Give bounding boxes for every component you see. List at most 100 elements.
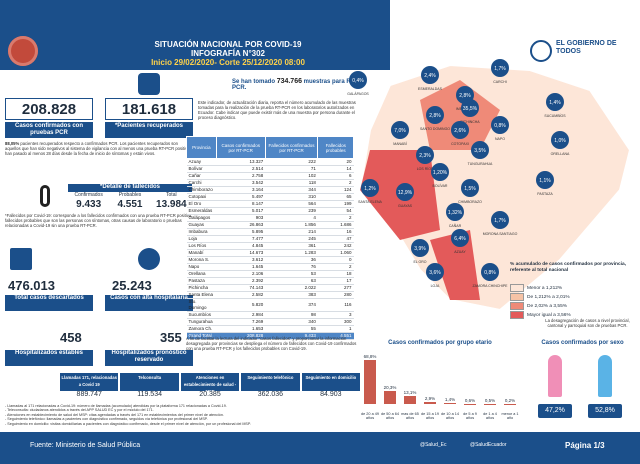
map-region-name: NAPO	[495, 137, 505, 141]
dead-note: A fin de facilitar la lectura del indica…	[186, 336, 357, 351]
deaths-header: Probables	[118, 192, 142, 198]
map-bubble	[546, 93, 564, 111]
table-cell: 26.863	[216, 221, 266, 229]
table-cell: 4.845	[216, 242, 266, 250]
source: Fuente: Ministerio de Salud Pública	[30, 442, 141, 449]
map-bubble	[421, 66, 439, 84]
table-cell: 1.060	[317, 249, 354, 257]
table-cell: 18	[317, 270, 354, 278]
samples-note: Este indicador, de actualización diaria,…	[198, 100, 356, 120]
table-row: Santa Elena 2.582 383 280	[186, 291, 354, 299]
age-bar-label: 0,5%	[484, 397, 496, 403]
table-cell: 98	[265, 311, 318, 319]
discharge-icon	[138, 248, 160, 270]
map-pct-label: 1,7%	[494, 66, 506, 72]
table-cell: 245	[265, 235, 318, 243]
page-subtitle: INFOGRAFÍA N°302	[190, 49, 266, 58]
hosp-header: Telconsulta	[120, 373, 179, 391]
map-region-north	[420, 80, 500, 150]
table-row: Sto. Domingo 5.820 374 116	[186, 298, 354, 312]
map-pct-label: 7,0%	[394, 128, 406, 134]
table-header-cell: Fallecidos confirmados por RT-PCR	[264, 136, 319, 159]
age-bar	[364, 359, 376, 404]
age-category-label: de 1 a 4 años	[483, 412, 497, 420]
map-bubble	[451, 229, 469, 247]
hosp-value: 84.903	[320, 391, 342, 398]
recovered-pct: 88,05%	[5, 141, 20, 146]
map-region-name: GUAYAS	[398, 204, 413, 208]
map-pct-label: 1,4%	[549, 100, 561, 106]
table-cell: 361	[265, 242, 318, 250]
table-cell: 2.984	[216, 311, 266, 319]
map-bubble	[411, 239, 429, 257]
legend-swatch	[510, 302, 524, 310]
map-pct-label: 0,8%	[484, 270, 496, 276]
table-cell: 102	[265, 172, 318, 180]
map-region-name: PICHINCHA	[460, 120, 480, 124]
table-cell: 65	[317, 193, 354, 201]
table-row: Loja 7.477 245 47	[186, 235, 354, 243]
recovered-label: *Pacientes recuperados	[105, 122, 193, 138]
deaths-header: Total	[166, 192, 177, 198]
map-pct-label: 1,0%	[554, 138, 566, 144]
age-bar	[444, 403, 456, 404]
age-bar	[404, 395, 416, 404]
table-row: Orellana 2.106 53 18	[186, 270, 354, 278]
hosp-header: Seguimiento en domicilio	[301, 373, 361, 391]
hosp-value: 362.036	[257, 391, 284, 398]
age-category-label: de 50 a 64 años	[381, 412, 399, 420]
table-cell: 277	[317, 284, 354, 292]
table-cell: 13.327	[216, 158, 266, 166]
table-cell: Imbabura	[186, 228, 217, 236]
social-facebook[interactable]: @SaludEcuador	[470, 442, 507, 448]
table-cell: Grand Total	[186, 332, 217, 340]
map-note: La desagregación de casos a nivel provin…	[545, 318, 630, 328]
page-number: Página 1/3	[565, 441, 605, 450]
map-pct-label: 1,32%	[448, 210, 463, 216]
header-title-block: SITUACIÓN NACIONAL POR COVID-19 INFOGRAF…	[118, 40, 338, 67]
discharged-value: 25.243	[112, 278, 152, 293]
age-category-label: de 15 a 19 años	[421, 412, 439, 420]
table-cell: 54	[317, 207, 354, 215]
table-cell: 374	[265, 298, 318, 312]
hosp-value: 889.747	[76, 391, 102, 398]
map-bubble	[491, 211, 509, 229]
table-cell: Manabí	[186, 249, 217, 257]
map-pct-label: 1,20%	[433, 170, 448, 176]
age-category-label: mas de 65 años	[401, 412, 419, 420]
deaths-note: *Fallecidos por Covid-19: corresponde a …	[5, 213, 193, 228]
social-twitter[interactable]: @Salud_Ec	[420, 442, 447, 448]
map-pct-label: 2,8%	[429, 113, 441, 119]
table-cell: 116	[317, 298, 354, 312]
map-region-south	[430, 230, 480, 300]
deaths-values: 9.433 4.551 13.984	[68, 199, 192, 210]
table-cell: 3.164	[216, 186, 266, 194]
map-pct-label: 0,4%	[352, 78, 364, 84]
table-cell: 3.542	[216, 179, 266, 187]
table-cell: 2.582	[216, 291, 266, 299]
table-cell: 2.758	[216, 172, 266, 180]
table-cell: 1.283	[265, 249, 318, 257]
table-cell: 2	[317, 263, 354, 271]
table-cell: 1.856	[265, 221, 318, 229]
footnote: - Atenciones en establecimiento de salud…	[5, 412, 224, 417]
reserved-value: 355	[160, 330, 182, 345]
map-bubble	[491, 116, 509, 134]
map-bubble	[391, 121, 409, 139]
table-cell: 7.477	[216, 235, 266, 243]
table-row: El Oro 8.147 564 199	[186, 200, 354, 208]
table-cell: Morona S.	[186, 256, 217, 264]
age-bar-label: 68,8%	[363, 353, 377, 359]
table-cell: El Oro	[186, 200, 217, 208]
table-cell: 8.147	[216, 200, 266, 208]
map-pct-label: 12,9%	[398, 190, 413, 196]
table-cell: 5.017	[216, 207, 266, 215]
table-cell: 36	[265, 256, 318, 264]
table-cell: 74.143	[216, 284, 266, 292]
footnote: - Teleconsulta: ciudadanos atendidos a t…	[5, 408, 154, 413]
samples-suffix: muestras para RT-PCR.	[232, 79, 357, 91]
map-pct-label: 0,8%	[494, 123, 506, 129]
table-cell: Pichincha	[186, 284, 217, 292]
table-cell: Napo	[186, 263, 217, 271]
table-row: Esmeraldas 5.017 239 54	[186, 207, 354, 215]
